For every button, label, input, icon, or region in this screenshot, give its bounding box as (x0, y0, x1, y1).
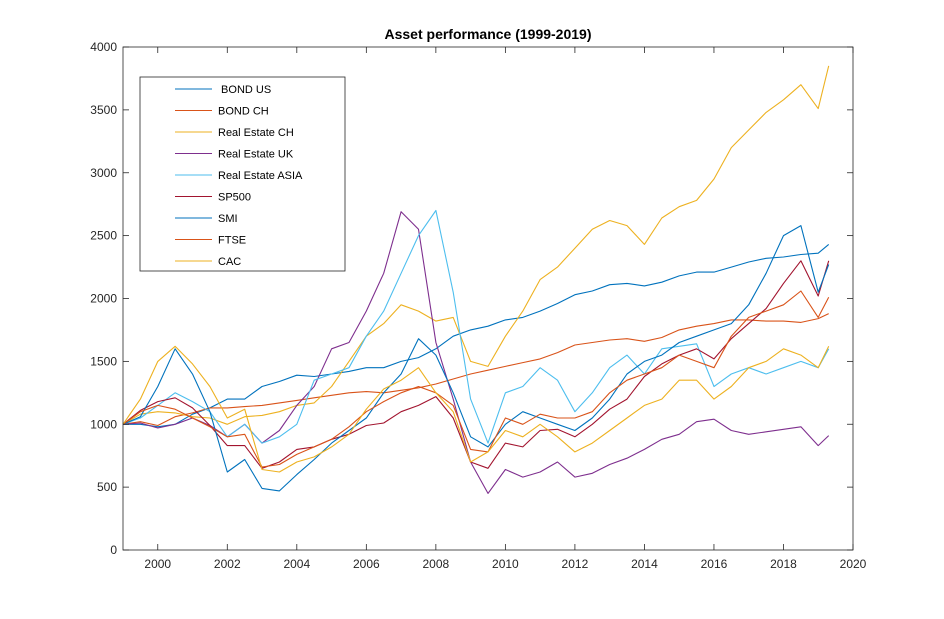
series-line-4 (122, 209, 830, 444)
legend: BOND US BOND CH Real Estate CH Real Estate … (139, 76, 346, 272)
y-tick-label-2: 1000 (90, 417, 117, 431)
x-tick-label-5: 2010 (492, 557, 519, 571)
legend-label-5: SP500 (218, 192, 251, 204)
legend-label-4: Real Estate ASIA (218, 170, 303, 182)
x-tick-label-10: 2020 (840, 557, 867, 571)
x-tick-label-9: 2018 (770, 557, 797, 571)
legend-label-7: FTSE (218, 235, 246, 247)
legend-box (139, 76, 346, 272)
legend-label-2: Real Estate CH (218, 127, 294, 139)
y-tick-label-8: 4000 (90, 40, 117, 54)
y-tick-label-4: 2000 (90, 292, 117, 306)
y-tick-label-6: 3000 (90, 166, 117, 180)
series-line-5 (122, 260, 830, 469)
legend-label-8: CAC (218, 256, 241, 268)
series-line-1 (122, 313, 829, 427)
legend-label-0: BOND US (218, 84, 271, 96)
y-tick-label-3: 1500 (90, 354, 117, 368)
x-tick-label-4: 2008 (423, 557, 450, 571)
series-line-6 (122, 225, 830, 492)
x-tick-label-7: 2014 (631, 557, 658, 571)
y-tick-label-5: 2500 (90, 229, 117, 243)
x-tick-label-0: 2000 (144, 557, 171, 571)
legend-label-1: BOND CH (218, 106, 269, 118)
y-tick-label-1: 500 (97, 480, 117, 494)
x-tick-label-8: 2016 (701, 557, 728, 571)
legend-label-3: Real Estate UK (218, 149, 294, 161)
chart-title: Asset performance (1999-2019) (385, 26, 592, 42)
series-layer (122, 65, 830, 494)
y-tick-label-0: 0 (110, 543, 117, 557)
series-line-2 (122, 65, 830, 425)
x-tick-label-6: 2012 (562, 557, 589, 571)
x-tick-label-2: 2004 (283, 557, 310, 571)
series-line-7 (122, 290, 830, 468)
y-tick-label-7: 3500 (90, 103, 117, 117)
series-line-8 (122, 345, 830, 473)
legend-label-6: SMI (218, 213, 238, 225)
axes-layer: 0 500 1000 1500 2000 2500 3000 3500 4000 2000 2002… (90, 40, 866, 571)
series-line-0 (123, 243, 830, 428)
x-tick-label-3: 2006 (353, 557, 380, 571)
x-tick-label-1: 2002 (214, 557, 241, 571)
